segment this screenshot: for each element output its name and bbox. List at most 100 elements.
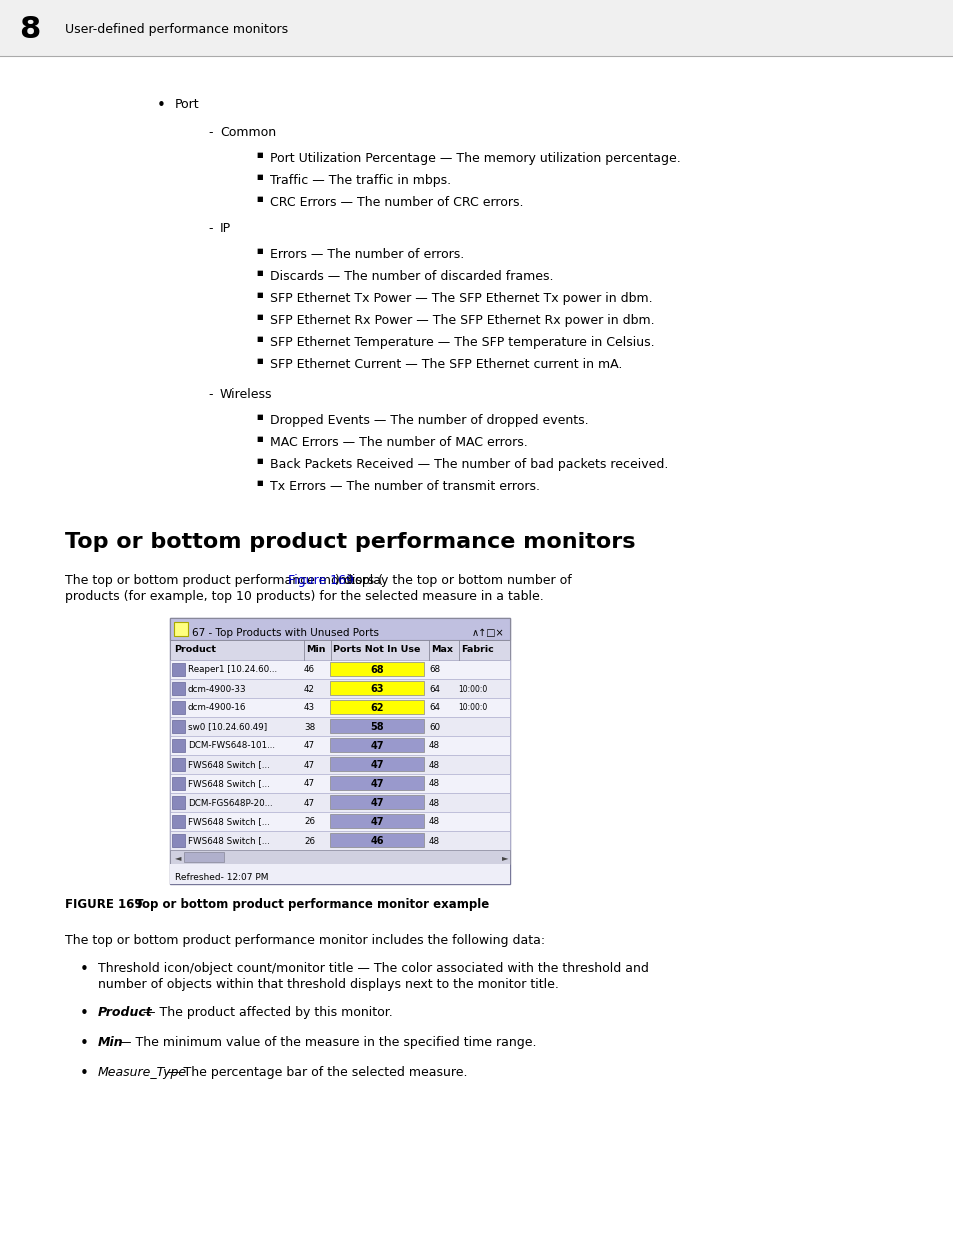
Text: 48: 48 (429, 818, 439, 826)
Text: 8: 8 (19, 16, 41, 44)
Text: 47: 47 (370, 818, 383, 827)
Text: Threshold icon/object count/monitor title — The color associated with the thresh: Threshold icon/object count/monitor titl… (98, 962, 648, 974)
Text: — The minimum value of the measure in the specified time range.: — The minimum value of the measure in th… (115, 1036, 537, 1049)
Text: 62: 62 (370, 703, 383, 713)
Text: 48: 48 (429, 779, 439, 788)
Text: Ports Not In Use: Ports Not In Use (333, 646, 420, 655)
Text: ■: ■ (255, 358, 262, 364)
Text: ) display the top or bottom number of: ) display the top or bottom number of (335, 574, 571, 587)
Bar (330, 700, 423, 714)
Text: 48: 48 (429, 799, 439, 808)
Text: Figure 169: Figure 169 (288, 574, 354, 587)
Text: CRC Errors — The number of CRC errors.: CRC Errors — The number of CRC errors. (270, 196, 523, 209)
Text: 26: 26 (304, 836, 314, 846)
Text: sw0 [10.24.60.49]: sw0 [10.24.60.49] (188, 722, 267, 731)
Bar (330, 832, 423, 847)
Bar (170, 698, 510, 718)
Text: — The product affected by this monitor.: — The product affected by this monitor. (138, 1007, 392, 1019)
Text: 46: 46 (304, 666, 314, 674)
Text: Min: Min (98, 1036, 124, 1049)
Text: FWS648 Switch [...: FWS648 Switch [... (188, 779, 270, 788)
Text: MAC Errors — The number of MAC errors.: MAC Errors — The number of MAC errors. (270, 436, 527, 450)
Text: ■: ■ (255, 436, 262, 442)
Text: The top or bottom product performance monitors (: The top or bottom product performance mo… (65, 574, 382, 587)
Bar (330, 776, 423, 790)
Text: DCM-FWS648-101...: DCM-FWS648-101... (188, 741, 274, 751)
Text: 47: 47 (304, 761, 314, 769)
Text: products (for example, top 10 products) for the selected measure in a table.: products (for example, top 10 products) … (65, 590, 543, 603)
Bar (172, 815, 185, 827)
Text: 68: 68 (370, 664, 383, 676)
Text: ■: ■ (255, 291, 262, 298)
Text: Discards — The number of discarded frames.: Discards — The number of discarded frame… (270, 270, 553, 283)
Text: IP: IP (220, 222, 231, 235)
Bar (170, 618, 510, 640)
Bar (172, 720, 185, 734)
Bar (330, 795, 423, 809)
Text: Fabric: Fabric (460, 646, 494, 655)
Bar (330, 719, 423, 734)
Bar (330, 757, 423, 771)
Bar (170, 659, 510, 679)
Text: ◄: ◄ (174, 853, 181, 862)
Text: ■: ■ (255, 458, 262, 464)
Text: SFP Ethernet Tx Power — The SFP Ethernet Tx power in dbm.: SFP Ethernet Tx Power — The SFP Ethernet… (270, 291, 652, 305)
Text: ■: ■ (255, 152, 262, 158)
Text: ■: ■ (255, 196, 262, 203)
Text: 43: 43 (304, 704, 314, 713)
Bar (330, 739, 423, 752)
Text: Port: Port (174, 98, 199, 111)
Text: Errors — The number of errors.: Errors — The number of errors. (270, 248, 464, 261)
Text: 10:00:0: 10:00:0 (457, 684, 487, 694)
Text: 48: 48 (429, 836, 439, 846)
Bar (0, 0, 953, 56)
Text: number of objects within that threshold displays next to the monitor title.: number of objects within that threshold … (98, 978, 558, 990)
Text: Reaper1 [10.24.60...: Reaper1 [10.24.60... (188, 666, 276, 674)
Text: ∧↑□×: ∧↑□× (472, 629, 504, 638)
Text: Wireless: Wireless (220, 388, 273, 401)
Bar (172, 797, 185, 809)
Text: 47: 47 (304, 779, 314, 788)
Text: — The percentage bar of the selected measure.: — The percentage bar of the selected mea… (163, 1066, 467, 1079)
Text: SFP Ethernet Current — The SFP Ethernet current in mA.: SFP Ethernet Current — The SFP Ethernet … (270, 358, 621, 370)
Text: 26: 26 (304, 818, 314, 826)
Text: 58: 58 (370, 722, 383, 732)
Text: Measure_Type: Measure_Type (98, 1066, 187, 1079)
Text: Product: Product (98, 1007, 152, 1019)
Text: Back Packets Received — The number of bad packets received.: Back Packets Received — The number of ba… (270, 458, 668, 471)
Bar (172, 663, 185, 676)
Bar (172, 701, 185, 714)
Text: Top or bottom product performance monitor example: Top or bottom product performance monito… (123, 898, 489, 911)
Text: DCM-FGS648P-20...: DCM-FGS648P-20... (188, 799, 273, 808)
Bar (172, 758, 185, 771)
Text: FWS648 Switch [...: FWS648 Switch [... (188, 761, 270, 769)
Text: ►: ► (501, 853, 508, 862)
Text: •: • (80, 1066, 89, 1081)
Text: Refreshed- 12:07 PM: Refreshed- 12:07 PM (174, 873, 268, 883)
Bar (170, 736, 510, 755)
Text: Top or bottom product performance monitors: Top or bottom product performance monito… (65, 532, 635, 552)
Text: Product: Product (173, 646, 215, 655)
Text: -: - (208, 222, 213, 235)
Text: •: • (80, 1007, 89, 1021)
Text: -: - (208, 126, 213, 140)
Text: 67 - Top Products with Unused Ports: 67 - Top Products with Unused Ports (192, 629, 378, 638)
Text: SFP Ethernet Rx Power — The SFP Ethernet Rx power in dbm.: SFP Ethernet Rx Power — The SFP Ethernet… (270, 314, 654, 327)
Bar (170, 831, 510, 850)
Bar (172, 739, 185, 752)
Text: 47: 47 (370, 798, 383, 808)
Bar (330, 662, 423, 676)
Text: FWS648 Switch [...: FWS648 Switch [... (188, 818, 270, 826)
Text: 47: 47 (370, 779, 383, 789)
Bar (170, 640, 510, 659)
Text: FIGURE 169: FIGURE 169 (65, 898, 143, 911)
Text: 47: 47 (370, 760, 383, 769)
Bar (170, 679, 510, 698)
Text: 48: 48 (429, 761, 439, 769)
Text: Max: Max (431, 646, 453, 655)
Bar (170, 793, 510, 811)
Text: ■: ■ (255, 314, 262, 320)
Bar (184, 852, 224, 862)
Bar (170, 850, 510, 864)
Bar (172, 777, 185, 790)
